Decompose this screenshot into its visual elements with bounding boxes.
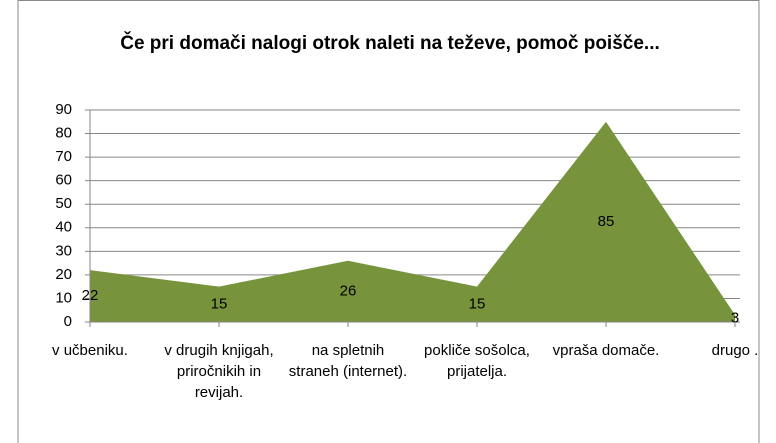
data-label: 15 [469,295,486,312]
y-tick-label: 10 [55,289,72,306]
x-tick-label: drugo . [711,342,759,359]
x-tick-label: v drugih knjigah, priročnikih in revijah… [164,342,274,401]
y-tick-label: 20 [55,266,72,283]
data-label: 3 [731,309,739,326]
y-tick-label: 30 [55,242,72,259]
y-tick-label: 50 [55,195,72,212]
y-tick-label: 70 [55,148,72,165]
y-tick-label: 90 [55,101,72,118]
y-tick-label: 60 [55,172,72,189]
chart-frame [17,0,760,443]
data-label: 85 [598,213,615,230]
area [90,121,735,323]
data-label: 22 [82,287,99,304]
data-label: 26 [340,282,357,299]
x-tick-label: na spletnih straneh (internet). [288,342,408,380]
x-tick-label: v učbeniku. [52,342,128,359]
y-tick-label: 40 [55,219,72,236]
data-label: 15 [211,295,228,312]
x-tick-label: pokliče sošolca, prijatelja. [424,342,530,380]
y-tick-label: 0 [64,313,72,330]
y-tick-label: 80 [55,125,72,142]
x-tick-label: vpraša domače. [552,342,660,359]
chart-title: Če pri domači nalogi otrok naleti na tež… [120,33,660,54]
